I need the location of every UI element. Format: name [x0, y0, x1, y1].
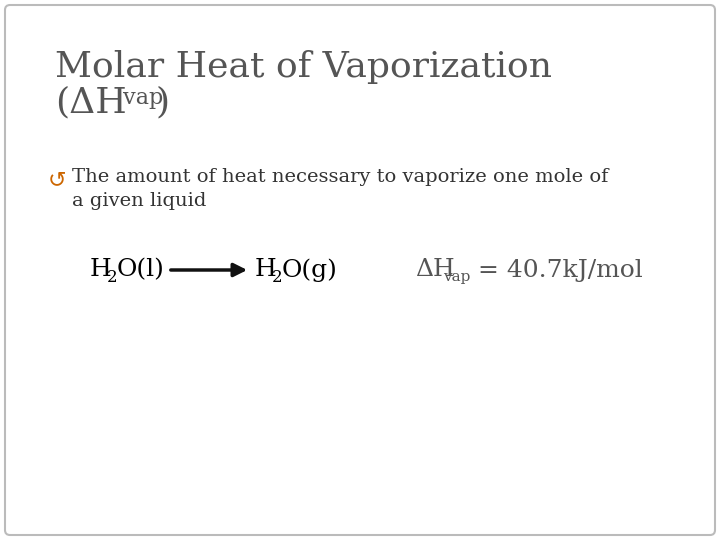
Text: vap: vap [123, 87, 163, 109]
Text: O(l): O(l) [117, 259, 165, 281]
Text: H: H [255, 259, 276, 281]
Text: 2: 2 [272, 268, 283, 286]
Text: O(g): O(g) [282, 258, 338, 282]
Text: ΔH: ΔH [415, 259, 455, 281]
Text: H: H [90, 259, 112, 281]
Text: (ΔH: (ΔH [55, 85, 127, 119]
Text: ↺: ↺ [48, 170, 67, 190]
Text: Molar Heat of Vaporization: Molar Heat of Vaporization [55, 50, 552, 84]
Text: The amount of heat necessary to vaporize one mole of: The amount of heat necessary to vaporize… [72, 168, 608, 186]
Text: vap: vap [443, 270, 470, 284]
Text: a given liquid: a given liquid [72, 192, 207, 210]
FancyBboxPatch shape [5, 5, 715, 535]
Text: ): ) [155, 85, 169, 119]
Text: = 40.7kJ/mol: = 40.7kJ/mol [470, 259, 643, 281]
Text: 2: 2 [107, 268, 117, 286]
